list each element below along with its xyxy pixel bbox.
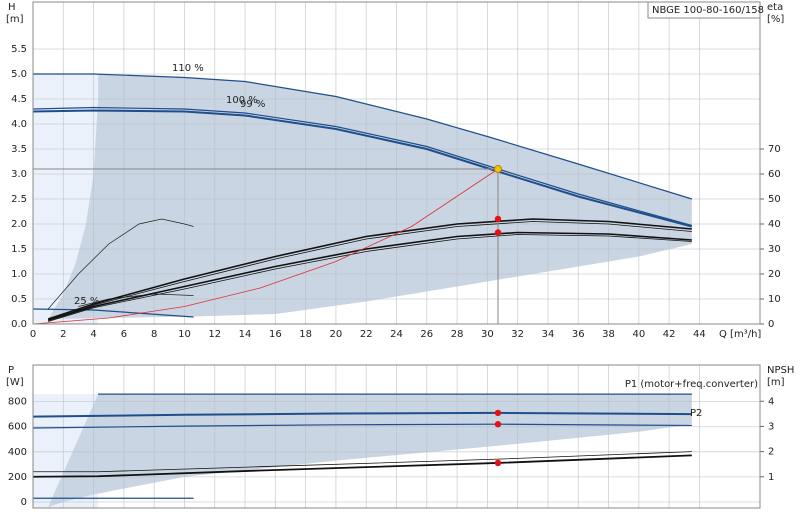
y2-tick-label: 3 xyxy=(768,421,774,432)
x-tick-label: 2 xyxy=(60,329,66,340)
x-tick-label: 18 xyxy=(299,329,312,340)
y2-tick-label: 70 xyxy=(768,144,781,155)
duty-point xyxy=(494,459,502,467)
y2-axis-unit: [%] xyxy=(767,14,784,25)
y-tick-label: 400 xyxy=(8,447,27,458)
y-axis-label: H xyxy=(8,2,16,13)
y-axis-label: P xyxy=(8,365,14,376)
plot-frame xyxy=(32,1,761,325)
curve xyxy=(47,218,692,320)
operating-range xyxy=(48,394,692,507)
x-tick-label: 4 xyxy=(90,329,96,340)
y-tick-label: 1.5 xyxy=(11,244,27,255)
y-axis-unit: [m] xyxy=(6,14,24,25)
duty-point xyxy=(494,215,502,223)
y2-tick-label: 30 xyxy=(768,244,781,255)
y2-tick-label: 10 xyxy=(768,294,781,305)
x-tick-label: 6 xyxy=(121,329,127,340)
curve-label: P1 (motor+freq.converter) xyxy=(625,379,758,390)
x-tick-label: 12 xyxy=(208,329,221,340)
x-tick-label: 42 xyxy=(663,329,676,340)
y-tick-label: 3.0 xyxy=(11,169,27,180)
y-tick-label: 4.0 xyxy=(11,119,27,130)
curve xyxy=(32,423,692,429)
y2-tick-label: 20 xyxy=(768,269,781,280)
x-axis-label: Q [m³/h] xyxy=(719,329,761,340)
curve-label: 110 % xyxy=(172,63,204,74)
y-tick-label: 0.5 xyxy=(11,294,27,305)
duty-point xyxy=(494,421,502,428)
y2-axis-label: eta xyxy=(767,2,783,13)
duty-point xyxy=(494,229,502,236)
y2-tick-label: 60 xyxy=(768,169,781,180)
y2-axis-unit: [m] xyxy=(767,377,785,388)
curve xyxy=(32,308,194,318)
y2-tick-label: 50 xyxy=(768,194,781,205)
curve xyxy=(32,411,692,418)
x-tick-label: 0 xyxy=(30,329,36,340)
y2-axis-label: NPSH xyxy=(767,365,794,376)
curve-label: P2 xyxy=(690,408,702,419)
y-tick-label: 2.0 xyxy=(11,219,27,230)
x-tick-label: 24 xyxy=(390,329,403,340)
y-tick-label: 200 xyxy=(8,472,27,483)
duty-point xyxy=(494,409,502,417)
curve-label: 25 % xyxy=(74,296,99,307)
x-tick-label: 32 xyxy=(511,329,524,340)
y-axis-unit: [W] xyxy=(6,377,24,388)
x-tick-label: 26 xyxy=(420,329,433,340)
y-tick-label: 4.5 xyxy=(11,94,27,105)
y2-tick-label: 2 xyxy=(768,447,774,458)
x-tick-label: 28 xyxy=(451,329,464,340)
y-tick-label: 0 xyxy=(21,497,27,508)
curve xyxy=(48,221,692,321)
curve xyxy=(48,234,692,322)
title-box xyxy=(647,1,761,19)
y2-tick-label: 1 xyxy=(768,472,774,483)
x-tick-label: 36 xyxy=(572,329,585,340)
curve xyxy=(78,293,194,307)
y2-tick-label: 40 xyxy=(768,219,781,230)
y-tick-label: 2.5 xyxy=(11,194,27,205)
y2-tick-label: 4 xyxy=(768,396,774,407)
y-tick-label: 800 xyxy=(8,397,27,408)
curve xyxy=(47,231,692,322)
x-tick-label: 22 xyxy=(360,329,373,340)
curve xyxy=(32,454,692,478)
x-tick-label: 34 xyxy=(542,329,555,340)
y-tick-label: 5.5 xyxy=(11,44,27,55)
y-tick-label: 600 xyxy=(8,422,27,433)
x-tick-label: 14 xyxy=(239,329,252,340)
operating-point xyxy=(493,165,502,173)
y-tick-label: 5.0 xyxy=(11,69,27,80)
x-tick-label: 10 xyxy=(178,329,191,340)
curve xyxy=(33,451,692,473)
x-tick-label: 40 xyxy=(632,329,645,340)
x-tick-label: 16 xyxy=(269,329,282,340)
operating-range xyxy=(48,74,692,319)
x-tick-label: 8 xyxy=(151,329,157,340)
curve xyxy=(33,73,693,200)
curve xyxy=(32,109,693,228)
x-tick-label: 20 xyxy=(330,329,343,340)
y-tick-label: 0.0 xyxy=(11,319,27,330)
curve xyxy=(47,218,194,310)
curve-label: 100 % xyxy=(226,95,258,106)
plot-frame xyxy=(32,364,761,509)
curve xyxy=(32,168,499,325)
y2-tick-label: 0 xyxy=(768,319,774,330)
x-tick-label: 38 xyxy=(602,329,615,340)
y-tick-label: 3.5 xyxy=(11,144,27,155)
x-tick-label: 30 xyxy=(481,329,494,340)
chart-title: NBGE 100-80-160/158 xyxy=(652,5,764,16)
curve xyxy=(32,106,693,227)
curve-label: 99 % xyxy=(240,99,265,110)
x-tick-label: 44 xyxy=(693,329,706,340)
y-tick-label: 1.0 xyxy=(11,269,27,280)
